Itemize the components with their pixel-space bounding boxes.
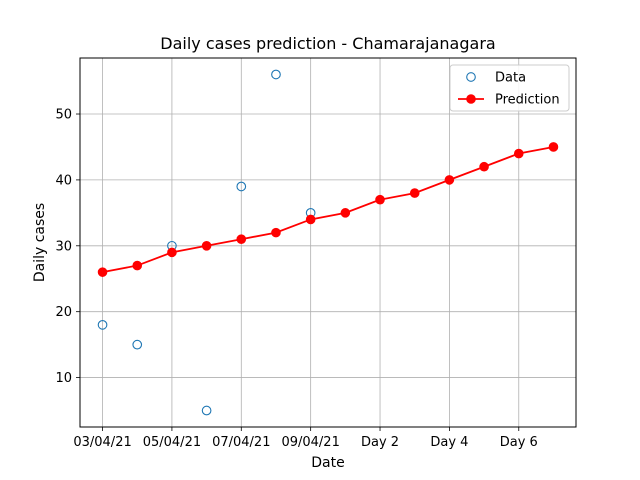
prediction-point — [132, 260, 143, 271]
data-point — [97, 320, 108, 330]
y-tick-label: 50 — [55, 108, 72, 123]
prediction-point — [548, 142, 559, 152]
prediction-point — [305, 214, 316, 225]
legend-label: Prediction — [495, 93, 560, 108]
legend-label: Data — [495, 71, 526, 86]
x-tick-label: 05/04/21 — [143, 435, 201, 450]
x-tick-label: Day 2 — [361, 435, 399, 450]
series-prediction — [97, 142, 559, 277]
data-point — [201, 405, 212, 416]
prediction-point — [236, 234, 247, 245]
data-point — [236, 181, 247, 192]
axes: 03/04/21 05/04/21 07/04/21 09/04/21 Day 2 Day… — [55, 108, 537, 450]
data-point — [132, 339, 143, 350]
x-tick-label: 03/04/21 — [73, 435, 131, 450]
prediction-point — [271, 227, 281, 238]
y-tick-label: 20 — [55, 305, 72, 320]
y-tick-label: 40 — [55, 173, 72, 188]
legend: Data Prediction — [449, 64, 570, 112]
x-tick-label: 09/04/21 — [281, 435, 339, 450]
prediction-point — [409, 188, 420, 198]
plot-series — [97, 69, 559, 416]
y-tick-label: 10 — [55, 371, 72, 386]
prediction-point — [444, 175, 455, 185]
prediction-point — [340, 208, 351, 218]
grid — [80, 58, 576, 427]
data-point — [271, 69, 281, 80]
legend-marker-swatch — [466, 94, 476, 104]
legend-item-prediction: Prediction — [458, 93, 560, 108]
x-tick-label: 07/04/21 — [212, 435, 270, 450]
chart-title: Daily cases prediction - Chamarajanagara — [160, 34, 495, 53]
prediction-point — [513, 148, 524, 159]
y-axis-label: Daily cases — [32, 203, 48, 282]
plot-frame — [79, 57, 577, 428]
y-tick-label: 30 — [55, 239, 72, 254]
x-tick-label: Day 6 — [500, 435, 538, 450]
x-axis-label: Date — [311, 455, 344, 471]
series-data — [97, 69, 316, 416]
prediction-point — [479, 161, 489, 172]
x-tick-label: Day 4 — [430, 435, 468, 450]
prediction-point — [375, 194, 385, 205]
legend-marker-swatch — [466, 72, 476, 82]
prediction-point — [201, 240, 212, 251]
legend-item-data: Data — [466, 71, 526, 86]
prediction-point — [97, 267, 108, 277]
prediction-line — [102, 146, 554, 274]
prediction-point — [167, 247, 177, 258]
